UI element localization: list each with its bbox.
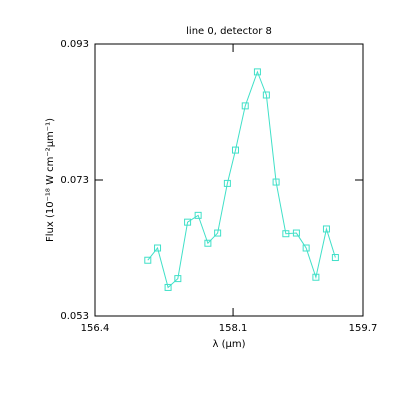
data-point	[322, 225, 330, 233]
data-point	[292, 229, 300, 237]
data-point	[282, 230, 290, 238]
data-point	[144, 256, 152, 264]
data-point	[331, 254, 339, 262]
chart-title: line 0, detector 8	[186, 26, 272, 37]
y-tick-label: 0.093	[60, 39, 89, 50]
data-point	[164, 283, 172, 291]
data-point	[241, 102, 249, 110]
x-tick-label: 158.1	[219, 323, 248, 334]
data-point	[302, 244, 310, 252]
data-point	[272, 178, 280, 186]
data-point	[262, 91, 270, 99]
data-point	[312, 273, 320, 281]
data-point	[231, 146, 239, 154]
y-axis-label: Flux (10⁻¹⁸ W cm⁻²μm⁻¹)	[45, 118, 56, 242]
data-line	[147, 70, 336, 289]
y-tick-label: 0.073	[60, 175, 89, 186]
data-point	[223, 179, 231, 187]
data-point	[194, 211, 202, 219]
y-tick-label: 0.053	[60, 311, 89, 322]
x-axis-label: λ (μm)	[212, 339, 245, 350]
data-point	[204, 239, 212, 247]
data-point	[184, 218, 192, 226]
data-point	[174, 275, 182, 283]
data-point	[253, 68, 261, 76]
x-tick-label: 156.4	[81, 323, 110, 334]
data-point	[154, 244, 162, 252]
data-point	[214, 229, 222, 237]
x-tick-label: 159.7	[349, 323, 378, 334]
